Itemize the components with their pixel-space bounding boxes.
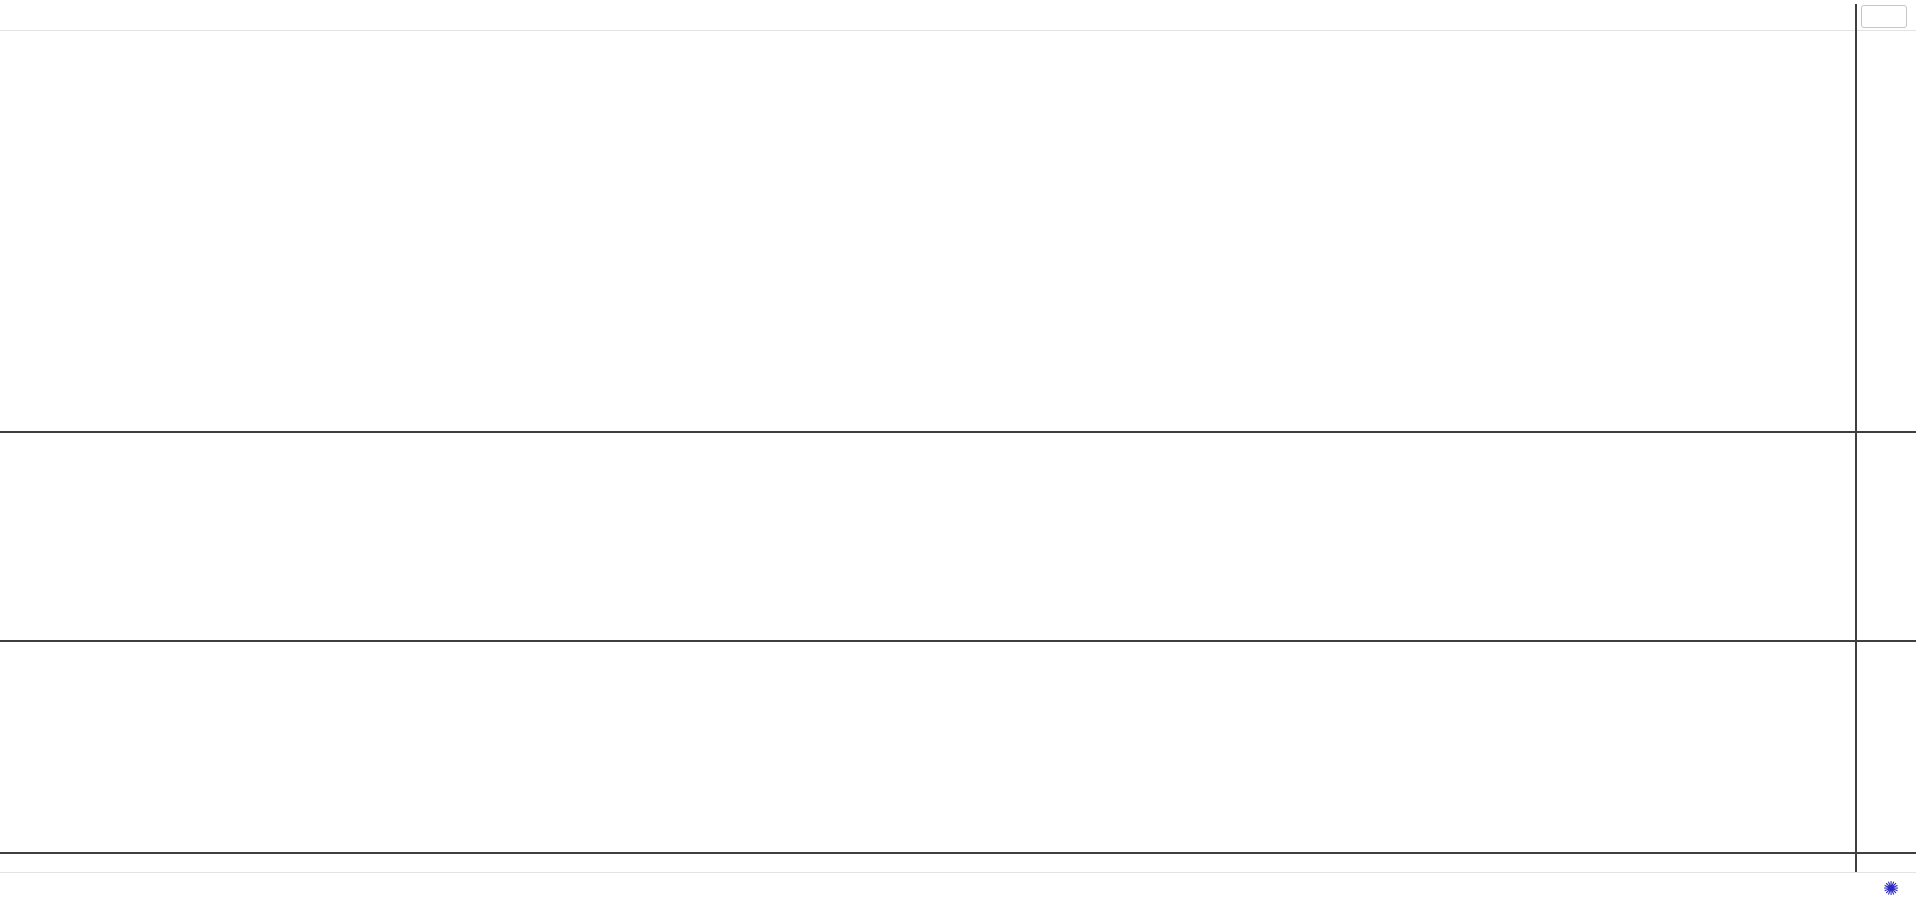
y-axis-border [1855, 4, 1857, 872]
header-divider [0, 30, 1916, 31]
chart-header [12, 6, 22, 26]
main-rsi-divider[interactable] [0, 431, 1916, 433]
axis-bottom-divider [0, 872, 1916, 873]
x-axis-line [0, 852, 1916, 854]
currency-axis-button[interactable] [1861, 5, 1907, 28]
lseg-logo: ✺ [1883, 879, 1904, 901]
lseg-emblem-icon: ✺ [1883, 879, 1899, 900]
rsi-stoch-divider[interactable] [0, 640, 1916, 642]
